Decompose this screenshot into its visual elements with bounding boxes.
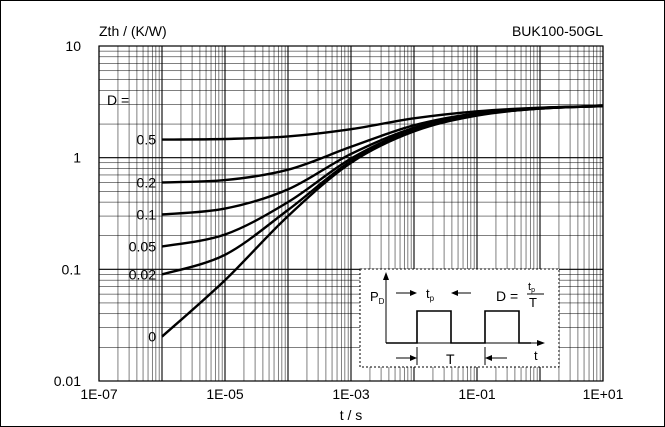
duty-cycle-label: 0.05 [129, 239, 156, 255]
series-line-d-0_05 [161, 104, 604, 248]
x-tick-label: 1E-03 [332, 386, 370, 402]
pulse-diagram-inset: PD tp D = tp T T t [359, 268, 560, 368]
duty-cycle-label: 0 [148, 329, 156, 345]
y-tick-label: 1 [73, 150, 81, 166]
y-tick-label: 10 [65, 38, 81, 54]
series-lines [161, 104, 604, 338]
inset-y-arrow [383, 272, 389, 280]
tick-labels: 1E-07 1E-05 1E-03 1E-01 1E+01 10 1 0.1 0.01 [54, 38, 624, 402]
x-tick-label: 1E-05 [206, 386, 244, 402]
formula-lhs: D = [496, 288, 518, 304]
plot-border [98, 45, 604, 382]
x-tick-label: 1E-01 [458, 386, 496, 402]
chart-title: BUK100-50GL [512, 23, 603, 39]
series-line-d-0_02 [161, 104, 604, 276]
pulse-waveform [386, 310, 531, 344]
tp-arrowhead-left [410, 290, 417, 296]
duty-cycle-labels: 0.5 0.2 0.1 0.05 0.02 0 [129, 132, 156, 345]
formula-denominator: T [529, 295, 537, 310]
duty-cycle-label: 0.02 [129, 266, 156, 282]
inset-x-arrow [537, 340, 545, 346]
duty-cycle-label: 0.5 [137, 132, 157, 148]
pd-label: PD [370, 289, 385, 306]
tp-label: tp [426, 286, 435, 303]
formula-numerator: tp [528, 281, 535, 294]
series-line-d-0 [161, 104, 604, 338]
time-axis-label: t [534, 348, 538, 363]
duty-cycle-label: 0.1 [137, 206, 157, 222]
y-tick-label: 0.01 [54, 373, 81, 389]
series-line-d-0_1 [161, 104, 604, 216]
tp-arrowhead-right [451, 290, 458, 296]
y-axis-label: Zth / (K/W) [99, 23, 167, 39]
duty-cycle-label: 0.2 [137, 174, 157, 190]
y-tick-label: 0.1 [62, 261, 82, 277]
period-arrowhead-left [410, 355, 417, 361]
period-label: T [446, 351, 455, 367]
x-axis-label: t / s [340, 407, 363, 423]
period-arrowhead-right [485, 355, 492, 361]
x-tick-label: 1E+01 [583, 386, 624, 402]
legend-title: D = [107, 92, 129, 108]
inset-frame [359, 268, 560, 368]
x-tick-label: 1E-07 [80, 386, 118, 402]
